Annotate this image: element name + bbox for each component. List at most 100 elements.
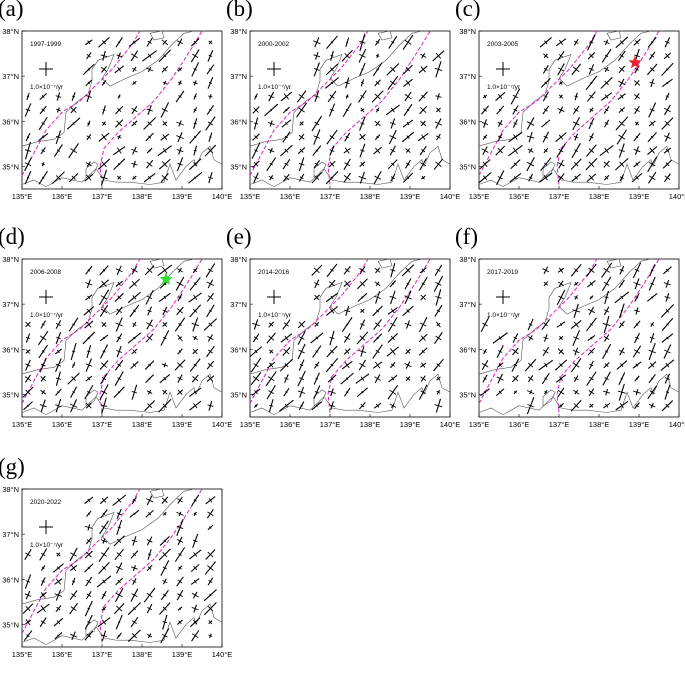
strain-cross [526,117,535,130]
strain-cross [24,103,32,117]
strain-cross [192,348,199,355]
strain-cross [54,578,63,585]
panel-letter: (c) [455,0,481,21]
strain-cross [660,304,675,318]
strain-cross [404,290,412,304]
strain-cross [571,143,581,159]
strain-cross [661,62,674,77]
strain-cross [207,49,214,62]
strain-cross [313,361,320,369]
strain-cross [555,38,567,47]
strain-cross [116,345,123,358]
strain-cross [131,496,138,505]
strain-cross [557,63,565,76]
strain-cross [401,131,415,143]
strain-cross [373,402,382,409]
scale-label: 1.0×10⁻⁷/yr [30,84,64,91]
strain-cross [70,342,77,361]
strain-cross [359,319,366,330]
strain-cross [131,565,138,571]
strain-cross [403,64,413,75]
strain-cross [374,374,381,384]
strain-cross [98,132,110,142]
strain-cross [127,291,142,304]
x-tick-label: 136°E [280,192,301,201]
x-tick-label: 140°E [669,192,685,201]
strain-cross [176,38,184,47]
strain-cross [345,94,349,99]
strain-cross [101,121,107,126]
strain-cross [177,348,183,355]
strain-cross [205,263,216,278]
strain-cross [281,119,292,128]
strain-cross [602,343,612,360]
strain-cross [176,389,184,396]
strain-cross [618,106,626,114]
strain-cross [634,402,640,410]
strain-cross [402,305,414,317]
strain-cross [131,160,138,168]
strain-cross [373,146,383,155]
strain-cross [98,36,110,48]
strain-cross [572,329,581,347]
strain-cross [99,520,109,535]
strain-cross [205,116,216,131]
strain-cross [570,158,582,170]
strain-cross [298,133,305,141]
strain-cross [160,330,170,346]
strain-cross [527,335,534,341]
strain-cross [664,293,671,302]
strain-cross [558,280,564,288]
y-tick-label: 38°N [2,485,19,494]
strain-cross [387,384,399,400]
strain-cross [98,547,110,562]
strain-cross [601,48,612,63]
strain-cross [588,360,594,370]
strain-cross [481,360,489,371]
strain-cross [68,172,79,183]
strain-cross [418,384,428,400]
y-tick-label: 35°N [230,162,247,171]
strain-cross [420,294,427,301]
strain-cross [253,172,259,183]
strain-cross [539,172,553,183]
coastline [149,488,165,499]
strain-cross [359,116,366,131]
tectonic-boundary-line [249,258,369,404]
strain-cross [101,630,107,641]
strain-cross [405,348,411,355]
strain-cross [356,387,369,398]
strain-cross [132,80,137,85]
strain-cross [557,50,565,61]
strain-cross [587,306,595,315]
scale-label: 1.0×10⁻⁷/yr [258,312,292,319]
scale-cross-icon [39,520,53,534]
strain-cross [145,374,155,384]
strain-cross [570,319,582,330]
strain-cross [142,50,158,62]
strain-cross [343,172,351,183]
strain-cross [144,265,155,276]
strain-cross [131,105,138,115]
strain-cross [84,563,94,573]
strain-cross [208,40,213,45]
strain-cross [85,265,93,275]
strain-cross [158,158,171,170]
strain-cross [162,614,168,630]
strain-cross [544,390,548,395]
strain-cross [39,591,47,599]
strain-cross [372,62,383,77]
strain-cross [585,157,598,171]
strain-cross [113,535,125,547]
strain-cross [543,281,549,287]
strain-cross [175,276,185,291]
strain-cross [204,144,217,157]
strain-cross [662,266,672,275]
period-label: 2006-2008 [30,269,61,276]
strain-cross [252,106,260,114]
strain-cross [131,146,138,155]
strain-cross [573,375,579,382]
strain-cross [420,375,427,382]
strain-cross [143,587,156,603]
strain-cross [373,171,382,185]
